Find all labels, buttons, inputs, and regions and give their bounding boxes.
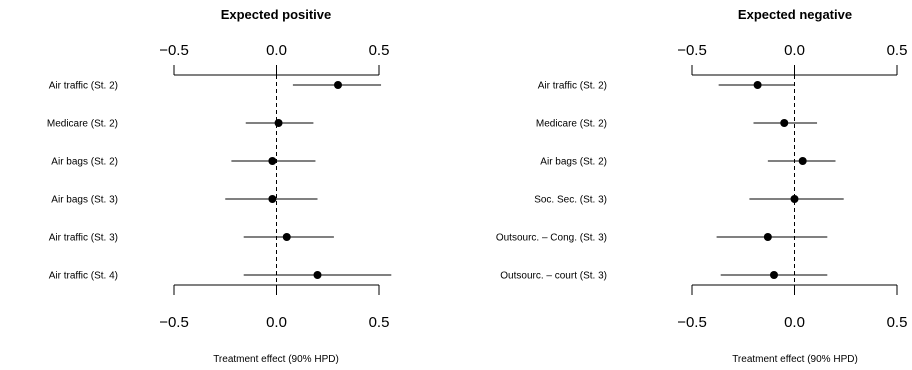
bottom-tick-label: −0.5 xyxy=(159,314,189,331)
x-axis-label: Treatment effect (90% HPD) xyxy=(213,354,339,365)
estimate-point xyxy=(798,157,807,165)
estimate-point xyxy=(282,233,291,241)
bottom-tick-label: 0.5 xyxy=(369,314,390,331)
estimate-point xyxy=(763,233,772,241)
bottom-tick-label: −0.5 xyxy=(677,314,707,331)
estimate-point xyxy=(770,271,778,279)
x-axis-label: Treatment effect (90% HPD) xyxy=(732,354,858,365)
top-tick-label: 0.5 xyxy=(887,42,908,59)
top-tick-label: 0.0 xyxy=(784,42,805,59)
row-label: Air traffic (St. 4) xyxy=(49,271,118,282)
estimate-point xyxy=(753,81,762,89)
bottom-tick-label: 0.0 xyxy=(266,314,287,331)
row-label: Air bags (St. 2) xyxy=(51,157,118,168)
row-label: Outsourc. – Cong. (St. 3) xyxy=(496,233,607,244)
top-tick-label: 0.5 xyxy=(369,42,390,59)
panel-expected-positive: Expected positive −0.5 −0.5 0.0 0.0 0.5 0.5 Air… xyxy=(47,7,392,365)
top-tick-label: −0.5 xyxy=(677,42,707,59)
estimate-point xyxy=(334,81,342,89)
top-tick-label: −0.5 xyxy=(159,42,189,59)
panel-title: Expected negative xyxy=(738,7,852,22)
row-label: Medicare (St. 2) xyxy=(47,119,118,130)
panel-title: Expected positive xyxy=(221,7,332,22)
estimate-point xyxy=(274,119,283,127)
estimate-point xyxy=(790,195,799,203)
bottom-tick-label: 0.0 xyxy=(784,314,805,331)
row-label: Air bags (St. 2) xyxy=(540,157,607,168)
row-label: Air bags (St. 3) xyxy=(51,195,118,206)
estimate-point xyxy=(268,195,277,203)
estimate-point xyxy=(780,119,789,127)
top-tick-label: 0.0 xyxy=(266,42,287,59)
row-label: Air traffic (St. 2) xyxy=(49,81,118,92)
row-label: Outsourc. – court (St. 3) xyxy=(500,271,607,282)
row-label: Soc. Sec. (St. 3) xyxy=(534,195,607,206)
bottom-tick-label: 0.5 xyxy=(887,314,908,331)
row-label: Medicare (St. 2) xyxy=(536,119,607,130)
estimate-point xyxy=(313,271,322,279)
row-label: Air traffic (St. 3) xyxy=(49,233,118,244)
row-label: Air traffic (St. 2) xyxy=(538,81,607,92)
estimate-point xyxy=(268,157,277,165)
panel-expected-negative: Expected negative −0.5 −0.5 0.0 0.0 0.5 0.5 Air… xyxy=(496,7,908,365)
